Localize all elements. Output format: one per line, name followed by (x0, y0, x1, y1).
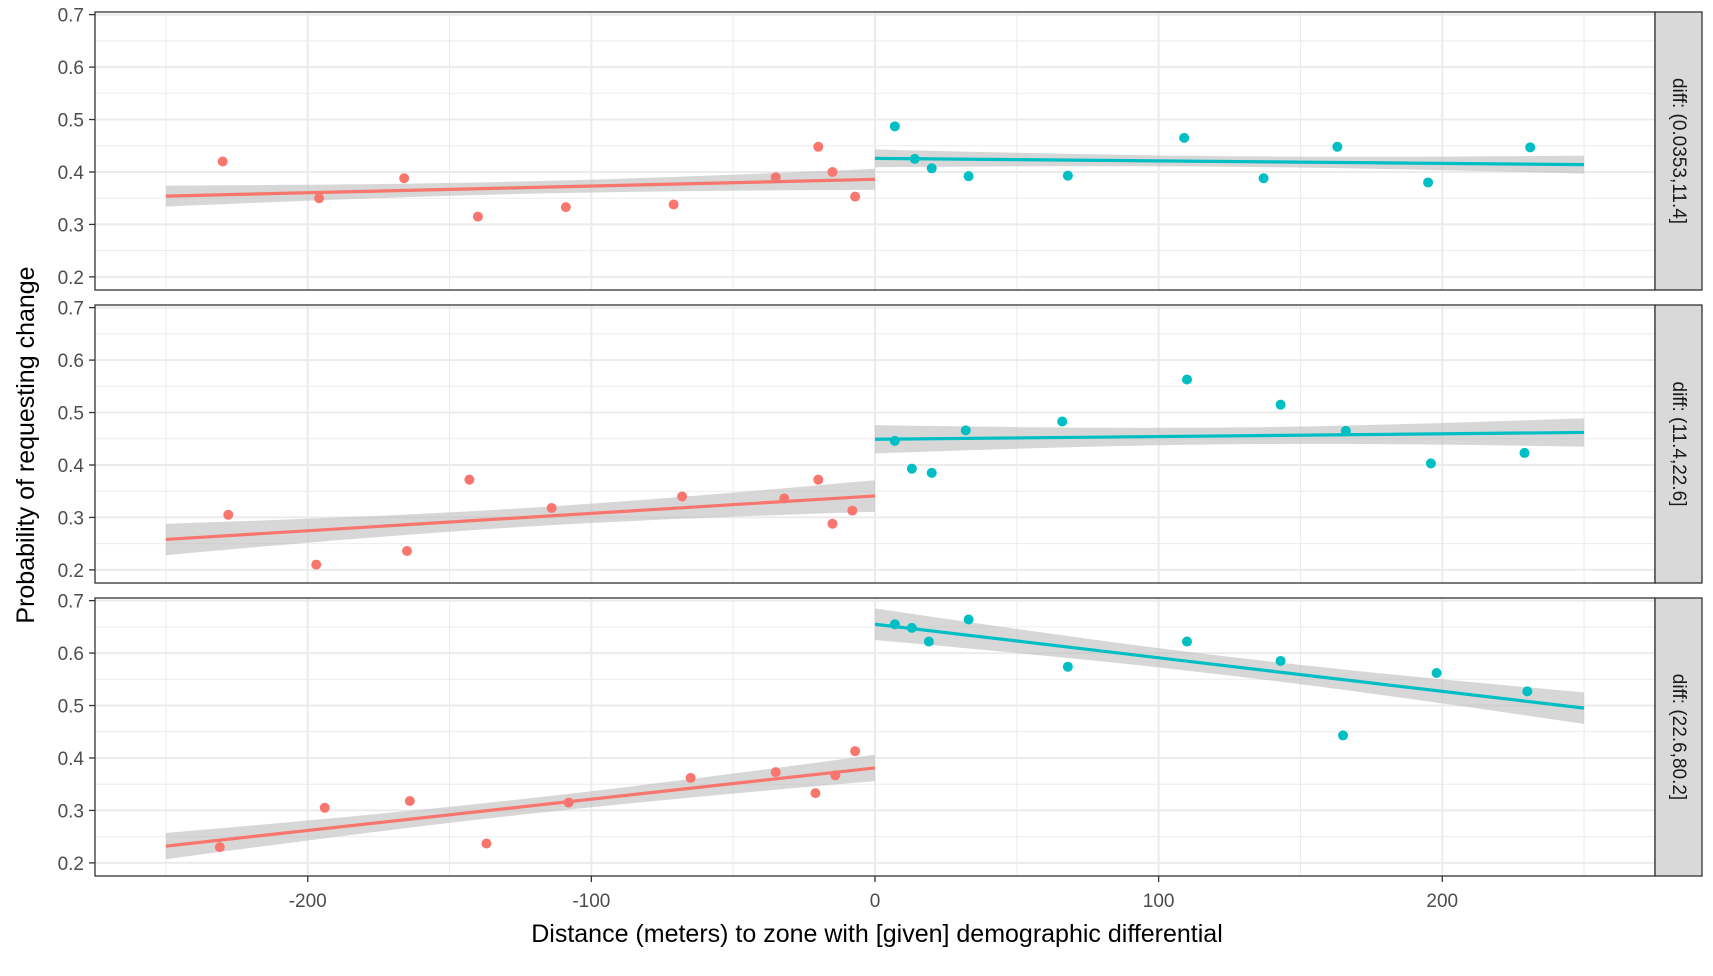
x-tick-label: -200 (289, 891, 327, 912)
y-tick-label: 0.2 (58, 854, 84, 875)
data-point-right (1425, 458, 1436, 469)
y-tick-label: 0.5 (58, 404, 84, 425)
data-point-left (563, 797, 574, 808)
y-tick-label: 0.2 (58, 561, 84, 582)
data-point-left (399, 173, 410, 184)
data-point-right (909, 153, 920, 164)
y-tick-label: 0.2 (58, 268, 84, 289)
data-point-left (217, 156, 228, 167)
fit-line-left (165, 766, 876, 848)
data-point-left (668, 199, 679, 210)
data-point-right (1431, 668, 1442, 679)
data-point-left (827, 166, 838, 177)
x-axis-title: Distance (meters) to zone with [given] d… (531, 920, 1223, 948)
data-point-left (813, 141, 824, 152)
data-point-left (770, 172, 781, 183)
y-tick-label: 0.7 (58, 592, 84, 613)
y-tick-label: 0.6 (58, 644, 84, 665)
data-point-left (404, 795, 415, 806)
data-point-right (960, 425, 971, 436)
fit-line-right (874, 430, 1585, 441)
y-tick-label: 0.3 (58, 215, 84, 236)
data-point-left (311, 559, 322, 570)
x-tick-label: -100 (572, 891, 610, 912)
data-point-left (402, 546, 412, 557)
data-point-left (850, 191, 861, 202)
data-point-right (1340, 425, 1351, 436)
data-point-right (1179, 132, 1190, 143)
data-point-left (314, 193, 325, 204)
data-point-right (1258, 173, 1269, 184)
data-point-left (464, 474, 475, 485)
y-tick-label: 0.4 (58, 456, 85, 477)
fit-line-left (165, 494, 876, 542)
facet-strip-label: diff: (22.6,80.2] (1668, 674, 1689, 800)
data-point-left (319, 802, 330, 813)
data-point-right (889, 121, 900, 132)
y-axis-title: Probability of requesting change (12, 266, 40, 623)
data-point-right (963, 614, 974, 625)
data-point-left (779, 493, 790, 504)
y-tick-label: 0.4 (58, 163, 85, 184)
data-point-left (685, 772, 696, 783)
data-point-right (926, 467, 937, 478)
data-point-right (1182, 636, 1192, 647)
data-point-left (770, 767, 781, 778)
y-tick-label: 0.6 (58, 58, 84, 79)
facet-strip (1654, 597, 1703, 877)
x-tick-label: 100 (1143, 891, 1175, 912)
data-point-right (923, 636, 934, 647)
data-point-left (810, 788, 821, 799)
facet-strip (1654, 304, 1703, 584)
data-point-right (1338, 730, 1348, 741)
data-point-right (1062, 170, 1073, 181)
fit-line-right (874, 156, 1585, 167)
data-point-left (481, 838, 492, 849)
data-point-left (830, 770, 841, 781)
data-point-right (1275, 399, 1286, 410)
data-point-right (1522, 686, 1533, 697)
data-point-right (889, 435, 900, 446)
data-point-right (906, 463, 917, 474)
facet-strip-label: diff: (11.4,22.6] (1668, 382, 1689, 507)
data-point-left (214, 842, 225, 853)
data-point-left (847, 505, 858, 516)
data-point-right (1182, 374, 1192, 385)
facet-strip (1654, 11, 1703, 291)
y-tick-label: 0.3 (58, 508, 84, 529)
data-point-left (827, 518, 838, 529)
y-tick-label: 0.7 (58, 299, 84, 320)
data-point-left (560, 202, 571, 213)
data-point-right (1057, 416, 1068, 427)
data-point-right (963, 171, 974, 182)
data-point-left (472, 211, 483, 222)
data-point-right (1062, 661, 1073, 672)
data-point-right (889, 619, 900, 630)
data-point-left (813, 474, 824, 485)
data-point-right (1275, 655, 1286, 666)
y-tick-label: 0.5 (58, 697, 84, 718)
fit-line-right (874, 622, 1585, 710)
data-point-left (546, 502, 557, 513)
y-tick-label: 0.4 (58, 749, 85, 770)
facet-strip-label: diff: (0.0353,11.4] (1668, 78, 1689, 224)
data-point-left (223, 509, 234, 520)
fit-line-left (165, 177, 876, 198)
data-point-right (1525, 142, 1536, 153)
y-tick-label: 0.6 (58, 351, 84, 372)
data-point-right (1332, 141, 1343, 152)
x-tick-label: 0 (870, 891, 881, 912)
data-point-right (906, 622, 917, 633)
y-tick-label: 0.5 (58, 111, 84, 132)
data-point-right (926, 163, 937, 174)
data-point-right (1519, 447, 1530, 458)
data-point-left (677, 491, 688, 502)
y-tick-label: 0.7 (58, 6, 84, 27)
x-tick-label: 200 (1426, 891, 1458, 912)
data-point-right (1423, 177, 1434, 188)
data-point-left (850, 746, 861, 757)
y-tick-label: 0.3 (58, 801, 84, 822)
